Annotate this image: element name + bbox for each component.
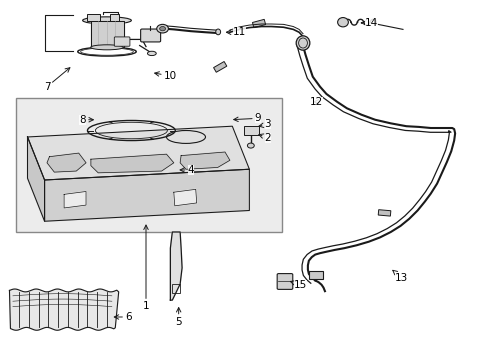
Polygon shape: [180, 152, 229, 169]
Polygon shape: [47, 153, 86, 172]
Polygon shape: [9, 289, 119, 330]
Bar: [308, 271, 322, 279]
Text: 13: 13: [392, 270, 407, 283]
Polygon shape: [64, 192, 86, 208]
FancyBboxPatch shape: [141, 29, 160, 42]
Bar: [252, 19, 265, 28]
Polygon shape: [91, 154, 173, 173]
Ellipse shape: [147, 51, 156, 55]
Bar: [377, 210, 390, 216]
Bar: [213, 62, 226, 72]
Polygon shape: [44, 169, 249, 221]
Text: 3: 3: [259, 120, 271, 129]
Ellipse shape: [82, 17, 131, 24]
FancyBboxPatch shape: [277, 274, 292, 289]
Bar: [87, 14, 100, 21]
Ellipse shape: [337, 18, 347, 27]
Ellipse shape: [296, 36, 309, 50]
Polygon shape: [173, 189, 196, 206]
Text: 4: 4: [180, 165, 194, 175]
Bar: [172, 284, 180, 293]
Circle shape: [159, 27, 165, 31]
Polygon shape: [27, 137, 44, 221]
Polygon shape: [170, 232, 182, 300]
Circle shape: [157, 24, 168, 33]
Text: 11: 11: [226, 27, 246, 37]
Text: 5: 5: [175, 307, 182, 327]
Text: 14: 14: [361, 18, 377, 28]
FancyBboxPatch shape: [16, 98, 282, 232]
Text: 15: 15: [290, 280, 306, 290]
Text: 6: 6: [114, 312, 131, 322]
Polygon shape: [91, 21, 123, 47]
Text: 10: 10: [154, 71, 177, 81]
Circle shape: [247, 143, 254, 148]
Polygon shape: [27, 126, 249, 180]
Text: 8: 8: [79, 115, 93, 125]
Bar: [110, 14, 119, 21]
Text: 12: 12: [309, 97, 323, 107]
Text: 2: 2: [258, 133, 271, 143]
Text: 7: 7: [43, 68, 70, 92]
Text: 1: 1: [142, 225, 149, 311]
Text: 9: 9: [233, 113, 261, 123]
Bar: [244, 126, 259, 135]
Ellipse shape: [215, 29, 220, 35]
Ellipse shape: [90, 45, 123, 50]
FancyBboxPatch shape: [114, 37, 130, 46]
